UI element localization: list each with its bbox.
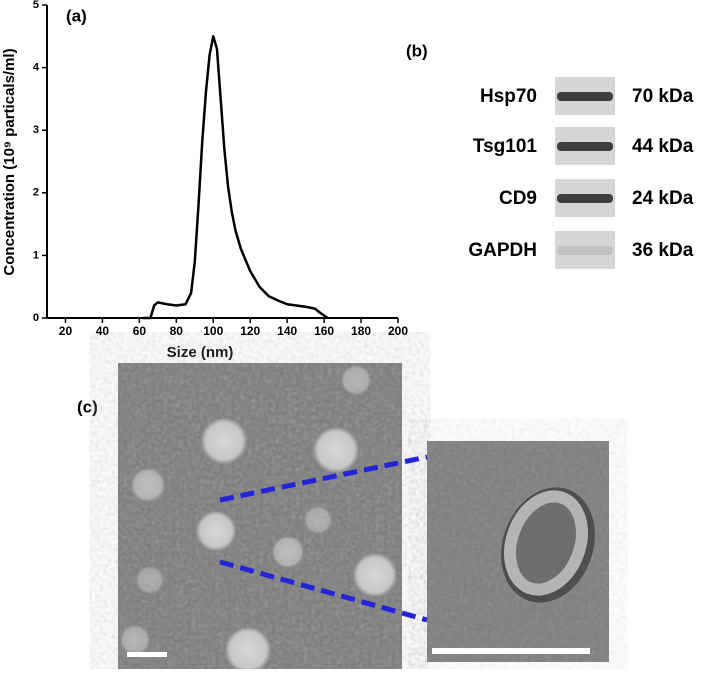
vesicle xyxy=(225,627,271,673)
y-tick-label: 1 xyxy=(33,249,39,261)
protein-label: Tsg101 xyxy=(473,136,538,157)
x-tick-label: 20 xyxy=(59,324,73,338)
vesicle-membrane xyxy=(504,490,588,596)
x-tick-label: 140 xyxy=(277,324,297,338)
vesicle xyxy=(136,566,164,594)
vesicle xyxy=(201,418,247,464)
panel-label: (a) xyxy=(66,6,87,25)
tem-image xyxy=(118,363,402,673)
blot-band xyxy=(557,194,613,203)
size-label: 70 kDa xyxy=(632,86,694,107)
x-tick-label: 40 xyxy=(96,324,110,338)
protein-label: GAPDH xyxy=(468,240,537,261)
vesicle xyxy=(120,625,150,655)
y-tick-label: 3 xyxy=(33,124,39,136)
blot-band xyxy=(557,246,613,255)
vesicle xyxy=(353,553,397,597)
western-blot: Hsp70 70 kDa Tsg101 44 kDa CD9 24 kDa GAPDH 36 … xyxy=(468,77,694,269)
vesicle xyxy=(196,511,236,551)
y-tick-label: 4 xyxy=(33,62,40,74)
blot-band xyxy=(557,142,613,151)
blot-band xyxy=(557,92,613,101)
y-axis-label: Concentration (10⁹ particals/ml) xyxy=(1,48,18,275)
x-tick-label: 60 xyxy=(133,324,147,338)
x-tick-label: 100 xyxy=(203,324,223,338)
zoom-line xyxy=(219,454,428,503)
protein-label: CD9 xyxy=(499,188,537,209)
tem-zoom xyxy=(427,441,609,662)
vesicle xyxy=(313,427,359,473)
x-tick-label: 200 xyxy=(388,324,408,338)
panel-label: (b) xyxy=(406,41,428,60)
x-tick-label: 160 xyxy=(314,324,334,338)
vesicle xyxy=(304,506,332,534)
vesicle xyxy=(272,536,304,568)
vesicles xyxy=(120,365,397,673)
scale-bar xyxy=(432,648,590,654)
y-tick-label: 2 xyxy=(33,187,39,199)
size-label: 44 kDa xyxy=(632,136,694,157)
panel-label: (c) xyxy=(77,397,98,416)
size-label: 36 kDa xyxy=(632,240,694,261)
x-tick-label: 180 xyxy=(351,324,371,338)
x-tick-label: 120 xyxy=(240,324,260,338)
y-tick-label: 0 xyxy=(33,312,39,324)
vesicle xyxy=(131,468,165,502)
vesicle xyxy=(341,365,371,395)
tem-noise xyxy=(118,363,402,669)
scale-bar xyxy=(127,652,167,657)
zoom-line xyxy=(219,559,428,623)
y-tick-label: 5 xyxy=(33,0,39,11)
protein-label: Hsp70 xyxy=(480,86,537,107)
size-label: 24 kDa xyxy=(632,188,694,209)
data-line xyxy=(143,35,329,320)
x-axis-label: Size (nm) xyxy=(167,344,234,361)
x-tick-label: 80 xyxy=(170,324,184,338)
